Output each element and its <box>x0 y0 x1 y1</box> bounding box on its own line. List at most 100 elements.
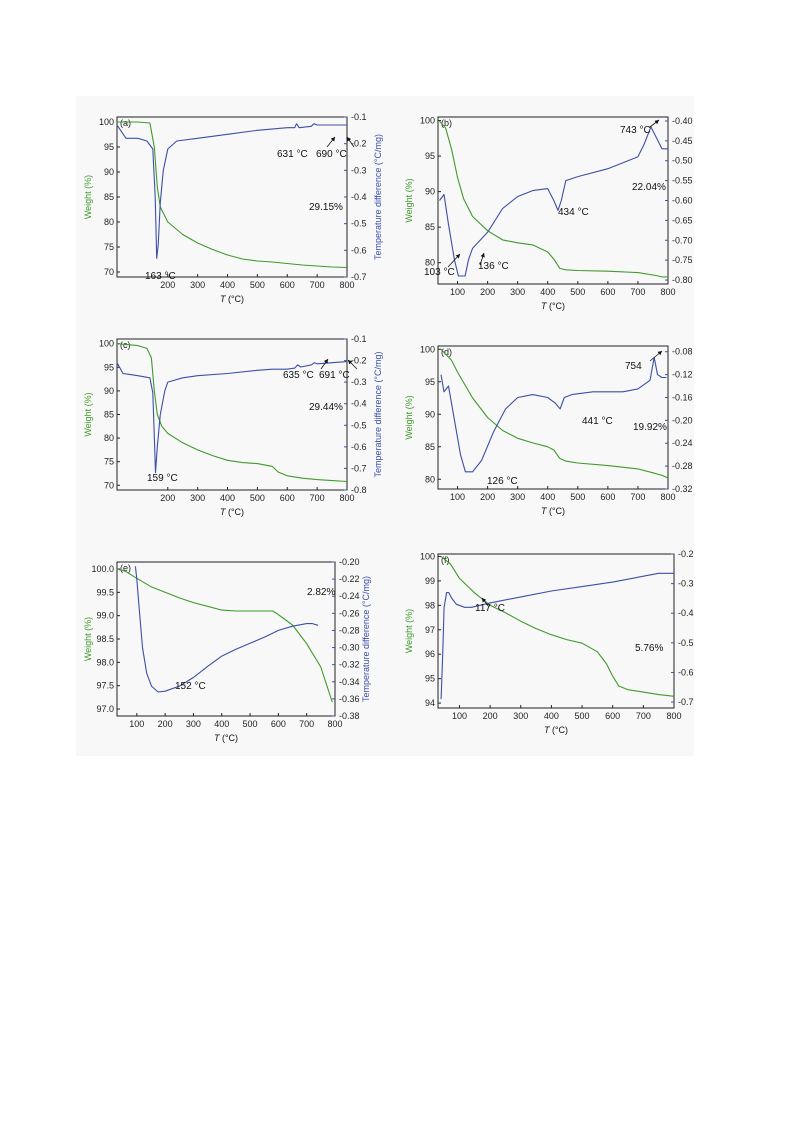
dta-curve <box>440 356 667 473</box>
y-tick-label: 90 <box>104 167 114 177</box>
annotation-label: 691 °C <box>319 370 350 381</box>
y-tick-label: 100 <box>99 339 114 349</box>
y2-tick-label: -0.2 <box>351 139 367 149</box>
annotation-label: 29.44% <box>309 402 343 413</box>
annotation-arrowhead <box>654 120 659 125</box>
annotation-label: 2.82% <box>307 587 335 598</box>
x-tick-label: 800 <box>339 280 354 290</box>
y-tick-label: 95 <box>104 142 114 152</box>
x-tick-label: 400 <box>220 493 235 503</box>
x-axis-label: T (°C) <box>541 301 565 311</box>
x-tick-label: 600 <box>600 492 615 502</box>
y-tick-label: 98 <box>425 600 435 610</box>
x-tick-label: 300 <box>190 493 205 503</box>
annotation-arrowhead <box>480 253 485 258</box>
figure-canvas: (a) 200 300 400 500 600 700 800 70 75 80 85 90 95 100 -… <box>83 112 694 743</box>
x-tick-label: 700 <box>299 719 314 729</box>
weight-curve <box>117 121 348 269</box>
y-tick-label: 97.0 <box>96 704 114 714</box>
annotation-label: 754 <box>625 361 642 372</box>
x-tick-label: 500 <box>570 287 585 297</box>
x-tick-label: 400 <box>540 492 555 502</box>
x-tick-label: 300 <box>513 711 528 721</box>
x-tick-label: 200 <box>160 493 175 503</box>
y2-tick-label: -0.12 <box>672 370 693 380</box>
x-axis-label: T (°C) <box>544 725 568 735</box>
y2-tick-label: -0.20 <box>339 557 360 567</box>
y2-tick-label: -0.28 <box>672 461 693 471</box>
y2-tick-label: -0.65 <box>672 215 693 225</box>
x-tick-label: 300 <box>190 280 205 290</box>
y2-tick-label: -0.4 <box>351 192 367 202</box>
y2-tick-label: -0.1 <box>351 112 367 122</box>
plot-frame <box>437 553 675 709</box>
annotation-label: 5.76% <box>635 643 663 654</box>
y-axis-label: Weight (%) <box>83 392 93 436</box>
annotation-arrowhead <box>347 137 352 142</box>
y-tick-label: 85 <box>425 442 435 452</box>
y2-tick-label: -0.30 <box>339 643 360 653</box>
y-tick-label: 70 <box>104 480 114 490</box>
y2-tick-label: -0.2 <box>351 356 367 366</box>
annotation-label: 152 °C <box>175 681 206 692</box>
chart-panel-a: (a) 200 300 400 500 600 700 800 70 75 80 85 90 95 100 -… <box>83 112 383 304</box>
y-tick-label: 95 <box>425 377 435 387</box>
y-axis-label: Weight (%) <box>404 609 414 653</box>
x-tick-label: 800 <box>660 287 675 297</box>
y-tick-label: 100 <box>99 117 114 127</box>
y-tick-label: 99.0 <box>96 611 114 621</box>
x-tick-label: 500 <box>575 711 590 721</box>
x-tick-label: 100 <box>450 492 465 502</box>
x-tick-label: 100 <box>129 719 144 729</box>
annotation-label: 690 °C <box>316 149 347 160</box>
y2-tick-label: -0.70 <box>672 235 693 245</box>
y-tick-label: 80 <box>425 474 435 484</box>
y-tick-label: 96 <box>425 649 435 659</box>
annotation-label: 117 °C <box>475 603 505 614</box>
plot-frame <box>116 561 336 717</box>
y2-tick-label: -0.36 <box>339 694 360 704</box>
y2-axis-label: Temperature difference (°C/mg) <box>373 352 383 478</box>
dta-curve <box>134 566 319 693</box>
y-tick-label: 100 <box>420 344 435 354</box>
weight-curve <box>439 120 668 278</box>
y2-tick-label: -0.7 <box>351 272 367 282</box>
y-tick-label: 85 <box>104 410 114 420</box>
weight-curve <box>116 568 333 703</box>
plot-frame <box>437 345 669 490</box>
annotation-label: 441 °C <box>582 416 613 427</box>
y-tick-label: 75 <box>104 242 114 252</box>
y2-tick-label: -0.5 <box>678 638 694 648</box>
y2-tick-label: -0.40 <box>672 116 693 126</box>
y2-tick-label: -0.2 <box>678 549 694 559</box>
y-tick-label: 70 <box>104 267 114 277</box>
x-tick-label: 700 <box>636 711 651 721</box>
x-tick-label: 200 <box>158 719 173 729</box>
annotation-label: 126 °C <box>487 476 518 487</box>
x-axis-label: T (°C) <box>214 733 238 743</box>
y-tick-label: 99.5 <box>96 587 114 597</box>
annotation-label: 22.04% <box>632 182 666 193</box>
x-axis-label: T (°C) <box>541 506 565 516</box>
y2-tick-label: -0.5 <box>351 420 367 430</box>
annotation-arrowhead <box>348 360 353 365</box>
annotation-label: 29.15% <box>309 202 343 213</box>
x-tick-label: 200 <box>483 711 498 721</box>
x-tick-label: 600 <box>271 719 286 729</box>
annotation-arrowhead <box>330 137 335 142</box>
x-tick-label: 500 <box>570 492 585 502</box>
y2-tick-label: -0.8 <box>351 485 367 495</box>
x-tick-label: 400 <box>540 287 555 297</box>
x-tick-label: 200 <box>480 287 495 297</box>
y2-tick-label: -0.22 <box>339 574 360 584</box>
y2-tick-label: -0.55 <box>672 176 693 186</box>
y2-tick-label: -0.20 <box>672 415 693 425</box>
y-tick-label: 80 <box>104 433 114 443</box>
dta-curve <box>439 126 668 277</box>
y2-tick-label: -0.75 <box>672 255 693 265</box>
y-tick-label: 100 <box>420 551 435 561</box>
y2-tick-label: -0.1 <box>351 334 367 344</box>
y2-tick-label: -0.45 <box>672 136 693 146</box>
y-tick-label: 85 <box>425 222 435 232</box>
y-tick-label: 90 <box>104 386 114 396</box>
